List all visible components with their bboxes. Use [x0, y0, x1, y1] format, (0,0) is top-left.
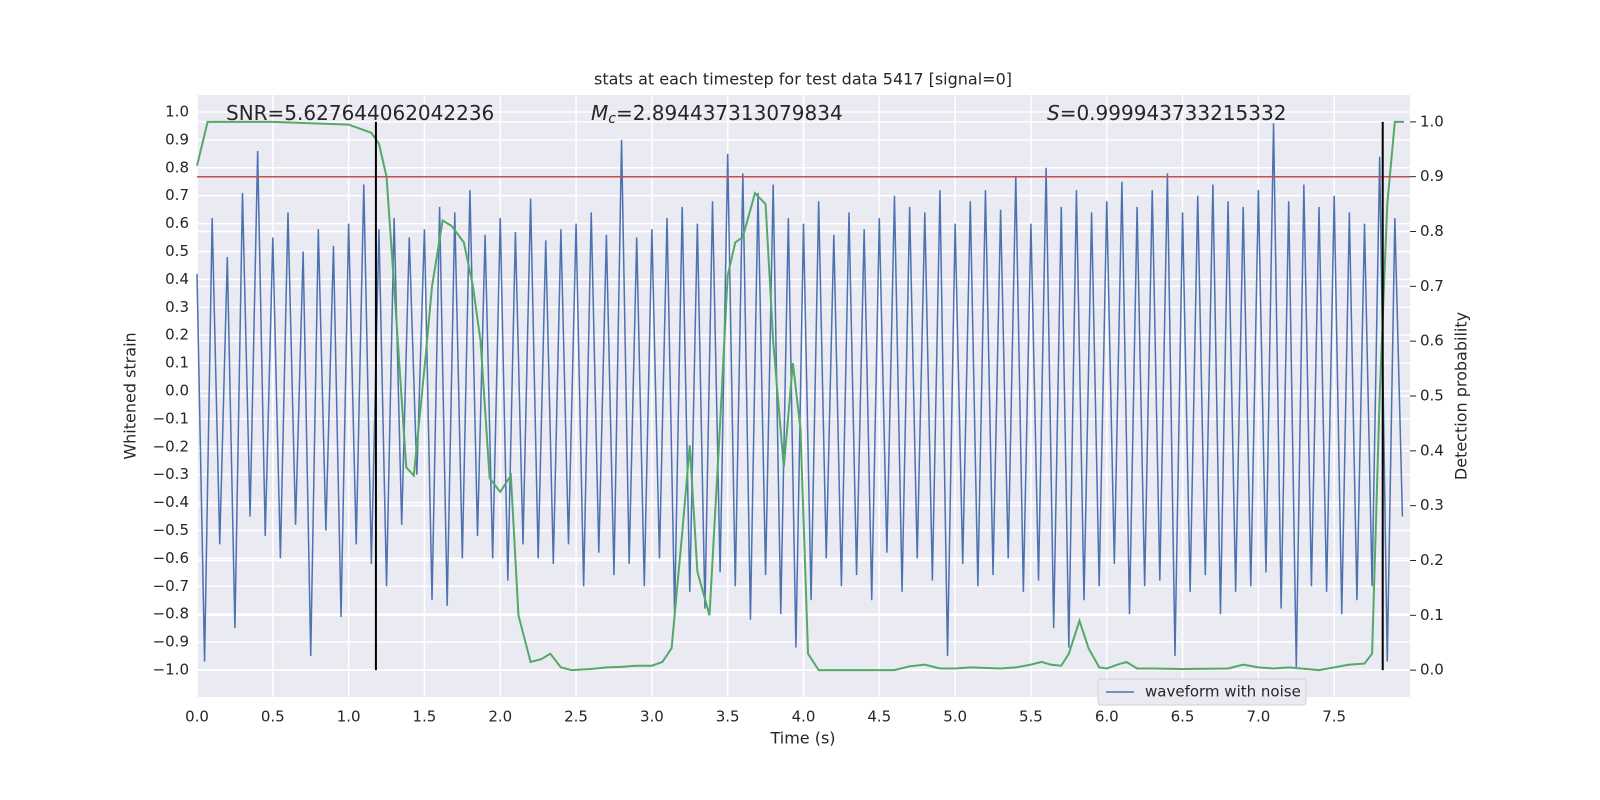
y2-axis-label: Detection probability [1452, 312, 1471, 480]
annotation: S=0.999943733215332 [1047, 101, 1286, 125]
y-tick-label: 0.4 [165, 270, 189, 288]
y2-tick-label: 0.7 [1420, 277, 1444, 295]
y-tick-label: −0.1 [153, 409, 189, 427]
annotation-symbol: M [591, 101, 608, 125]
annotation-text: =2.894437313079834 [616, 101, 843, 125]
chart-title: stats at each timestep for test data 541… [594, 70, 1012, 89]
x-tick-label: 7.5 [1322, 708, 1346, 726]
y-tick-label: −0.2 [153, 437, 189, 455]
y2-tick-label: 0.6 [1420, 332, 1444, 350]
y2-tick-label: 0.9 [1420, 167, 1444, 185]
x-tick-label: 2.5 [564, 708, 588, 726]
y-tick-label: 0.2 [165, 326, 189, 344]
x-tick-label: 6.5 [1171, 708, 1195, 726]
y-tick-label: 0.6 [165, 214, 189, 232]
y2-tick-label: 0.8 [1420, 222, 1444, 240]
y-tick-label: 0.3 [165, 298, 189, 316]
y-tick-label: 0.1 [165, 354, 189, 372]
legend-label: waveform with noise [1145, 683, 1301, 701]
x-tick-label: 3.0 [640, 708, 664, 726]
x-tick-label: 3.5 [716, 708, 740, 726]
annotation-text: =0.999943733215332 [1060, 101, 1287, 125]
y2-tick-label: 0.2 [1420, 551, 1444, 569]
x-tick-label: 1.0 [337, 708, 361, 726]
x-tick-label: 5.0 [943, 708, 967, 726]
y2-tick-label: 0.0 [1420, 661, 1444, 679]
y2-tick-label: 0.1 [1420, 606, 1444, 624]
y-tick-label: −0.6 [153, 549, 189, 567]
annotation-symbol: S [1047, 101, 1060, 125]
y-tick-label: −0.3 [153, 465, 189, 483]
marks [196, 120, 1410, 672]
y-tick-label: −0.9 [153, 633, 189, 651]
x-tick-label: 5.5 [1019, 708, 1043, 726]
x-tick-label: 4.0 [792, 708, 816, 726]
y-tick-label: −0.8 [153, 605, 189, 623]
y2-tick-label: 0.3 [1420, 496, 1444, 514]
y2-tick-label: 0.5 [1420, 387, 1444, 405]
y-tick-label: 0.0 [165, 381, 189, 399]
x-axis-label: Time (s) [769, 729, 835, 748]
legend-box [1097, 678, 1307, 706]
x-tick-label: 1.5 [413, 708, 437, 726]
y-tick-label: −1.0 [153, 660, 189, 678]
annotation: Mc=2.894437313079834 [591, 101, 843, 128]
y2-tick-label: 1.0 [1420, 112, 1444, 130]
labels: 0.0 0.5 1.0 1.5 2.0 2.5 3.0 3.5 4.0 4.5 5.0 5.5 6.0 6… [153, 101, 1444, 726]
x-tick-label: 2.0 [488, 708, 512, 726]
y-tick-label: 1.0 [165, 103, 189, 121]
x-tick-label: 7.0 [1246, 708, 1270, 726]
annotation-subscript: c [608, 111, 616, 127]
y-tick-label: −0.5 [153, 521, 189, 539]
y-tick-label: 0.8 [165, 158, 189, 176]
y-tick-label: 0.5 [165, 242, 189, 260]
y-tick-label: −0.4 [153, 493, 189, 511]
x-tick-label: 6.0 [1095, 708, 1119, 726]
y-tick-label: 0.9 [165, 130, 189, 148]
x-tick-label: 4.5 [867, 708, 891, 726]
annotation-text: SNR=5.627644062042236 [226, 101, 494, 125]
y2-tick-label: 0.4 [1420, 441, 1444, 459]
series-line [196, 120, 1404, 672]
y-axis-label: Whitened strain [121, 332, 140, 459]
annotation: SNR=5.627644062042236 [226, 101, 494, 125]
x-tick-label: 0.5 [261, 708, 285, 726]
x-tick-label: 0.0 [185, 708, 209, 726]
y-tick-label: −0.7 [153, 577, 189, 595]
y-tick-label: 0.7 [165, 186, 189, 204]
